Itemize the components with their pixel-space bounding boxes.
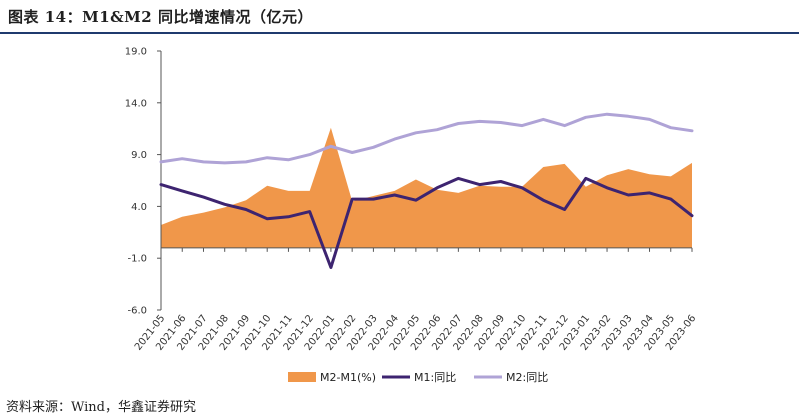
- series-line-m1: [159, 176, 694, 269]
- legend-m2-m1: M2-M1(%): [288, 371, 376, 384]
- legend-swatch: [288, 372, 316, 382]
- y-tick-label: -6.0: [127, 306, 147, 317]
- chart-title: 图表 14：M1&M2 同比增速情况（亿元）: [8, 8, 313, 26]
- series-line-m2: [159, 112, 694, 165]
- legend-label: M2-M1(%): [320, 371, 376, 384]
- y-tick-label: 4.0: [131, 202, 147, 213]
- legend-label: M2:同比: [506, 371, 548, 384]
- series-area-m2-m1: [161, 127, 692, 248]
- source-note: 资料来源：Wind，华鑫证券研究: [6, 400, 196, 415]
- legend-label: M1:同比: [414, 371, 456, 384]
- title-divider: [0, 32, 799, 34]
- y-tick-label: 14.0: [125, 98, 147, 109]
- y-tick-label: 19.0: [125, 47, 147, 58]
- legend-m1: M1:同比: [382, 371, 456, 384]
- y-tick-label: 9.0: [131, 150, 147, 161]
- y-tick-label: -1.0: [127, 254, 147, 265]
- legend-m2: M2:同比: [474, 371, 548, 384]
